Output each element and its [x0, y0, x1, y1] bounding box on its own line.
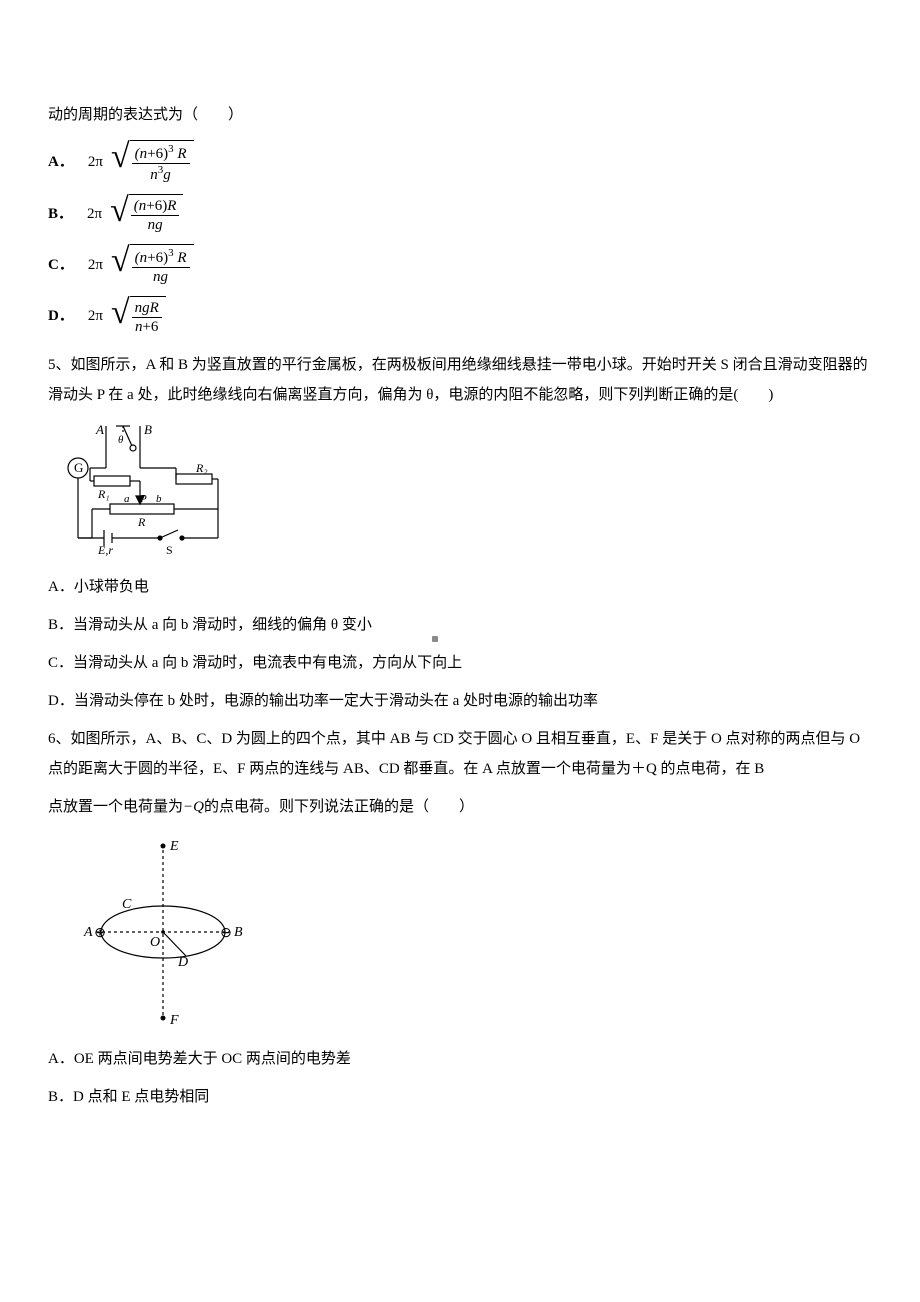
label-e: E,r	[97, 543, 113, 557]
fraction: ngR n+6	[132, 299, 162, 336]
option-label: C．	[48, 254, 74, 277]
q6-stem-p1: 6、如图所示，A、B、C、D 为圆上的四个点，其中 AB 与 CD 交于圆心 O…	[48, 724, 872, 784]
q4-stem-tail: 动的周期的表达式为（ ）	[48, 100, 872, 130]
q6-stem-p2: 点放置一个电荷量为−Q的点电荷。则下列说法正确的是（ ）	[48, 792, 872, 822]
page-center-marker-icon	[432, 636, 438, 642]
q5-option-d: D．当滑动头停在 b 处时，电源的输出功率一定大于滑动头在 a 处时电源的输出功…	[48, 686, 872, 716]
two-pi: 2π	[87, 203, 102, 226]
label-e: E	[169, 839, 179, 854]
q5-option-c: C．当滑动头从 a 向 b 滑动时，电流表中有电流，方向从下向上	[48, 648, 872, 678]
option-label: B．	[48, 203, 73, 226]
q5-option-a: A．小球带负电	[48, 572, 872, 602]
text: 的点电荷。则下列说法正确的是（ ）	[204, 799, 474, 815]
fraction: (n+6)R ng	[131, 197, 180, 234]
fraction: (n+6)3 R ng	[132, 247, 190, 286]
sqrt-icon: √ (n+6)3 R ng	[111, 244, 194, 286]
minus-charge-icon: ⊖	[220, 924, 232, 940]
two-pi: 2π	[88, 305, 103, 328]
sqrt-icon: √ (n+6)3 R n3g	[111, 140, 194, 184]
q5-stem: 5、如图所示，A 和 B 为竖直放置的平行金属板，在两极板间用绝缘细线悬挂一带电…	[48, 350, 872, 410]
label-r2: R₂	[195, 461, 208, 475]
q4-option-d: D． 2π √ ngR n+6	[48, 296, 872, 336]
label-c: C	[122, 897, 132, 912]
two-pi: 2π	[88, 254, 103, 277]
sqrt-icon: √ ngR n+6	[111, 296, 166, 336]
q5-circuit-figure: A B θ G R₁ R₂ a P b R E,r S	[48, 420, 228, 560]
label-a: a	[124, 493, 130, 505]
q6-option-a: A．OE 两点间电势差大于 OC 两点间的电势差	[48, 1044, 872, 1074]
label-a: A	[83, 925, 93, 940]
option-label: A．	[48, 151, 74, 174]
q5-option-b: B．当滑动头从 a 向 b 滑动时，细线的偏角 θ 变小	[48, 610, 872, 640]
text: 点放置一个电荷量为	[48, 799, 183, 815]
label-a-plate: A	[95, 422, 104, 437]
label-r: R	[137, 515, 146, 529]
plus-charge-icon: ⊕	[94, 924, 106, 940]
label-b-plate: B	[144, 422, 152, 437]
option-label: D．	[48, 305, 74, 328]
q4-option-c: C． 2π √ (n+6)3 R ng	[48, 244, 872, 286]
sqrt-icon: √ (n+6)R ng	[110, 194, 183, 234]
label-d: D	[177, 955, 188, 970]
two-pi: 2π	[88, 151, 103, 174]
fraction: (n+6)3 R n3g	[132, 143, 190, 184]
q4-option-a: A． 2π √ (n+6)3 R n3g	[48, 140, 872, 184]
label-theta: θ	[118, 434, 124, 446]
label-s: S	[166, 543, 173, 557]
q6-option-b: B．D 点和 E 点电势相同	[48, 1082, 872, 1112]
label-b: b	[156, 493, 162, 505]
label-o: O	[150, 935, 160, 950]
q4-option-b: B． 2π √ (n+6)R ng	[48, 194, 872, 234]
label-b: B	[234, 925, 243, 940]
minus-q: −Q	[183, 799, 204, 815]
label-g: G	[74, 460, 83, 475]
q6-charge-figure: E F A B C D O ⊕ ⊖	[78, 832, 248, 1032]
label-r1: R₁	[97, 487, 110, 501]
label-f: F	[169, 1013, 179, 1028]
label-p: P	[139, 493, 147, 505]
